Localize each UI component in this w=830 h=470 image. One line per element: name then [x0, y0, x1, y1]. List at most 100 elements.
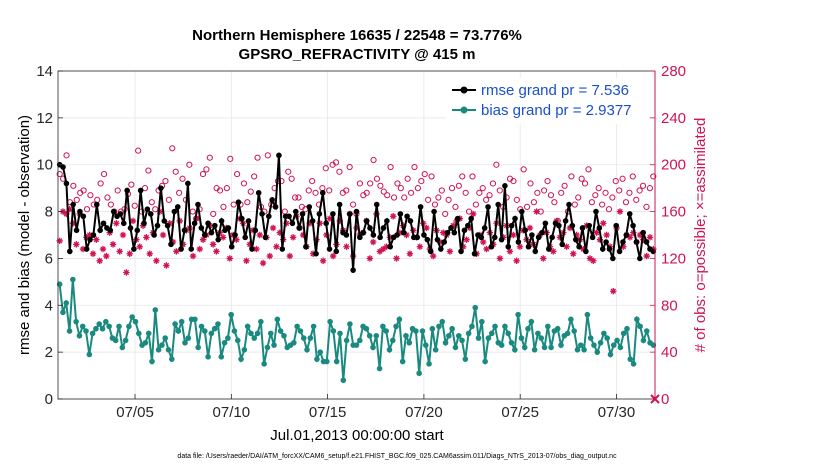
rmse-point — [566, 201, 572, 208]
y-tick-label-right: 0 — [661, 391, 669, 408]
obs-assimilated-point — [79, 245, 87, 253]
obs-possible-point — [520, 166, 527, 173]
obs-assimilated-point — [369, 238, 377, 246]
obs-possible-point — [459, 173, 466, 180]
rmse-point — [529, 232, 535, 238]
obs-assimilated-point — [63, 210, 70, 218]
bias-point — [192, 316, 198, 323]
rmse-point — [367, 225, 373, 231]
bias-point — [363, 325, 370, 332]
bias-point — [574, 347, 581, 353]
rmse-point — [77, 208, 83, 215]
bias-point — [439, 318, 446, 325]
bias-point — [182, 339, 188, 346]
rmse-point — [441, 239, 447, 245]
bias-point — [145, 330, 152, 337]
obs-assimilated-point — [166, 220, 173, 227]
bias-point — [594, 349, 601, 355]
rmse-point — [215, 236, 222, 243]
obs-possible-point — [309, 178, 316, 185]
obs-assimilated-point — [460, 243, 467, 250]
obs-assimilated-point — [510, 231, 517, 239]
rmse-point — [427, 248, 434, 255]
rmse-point — [117, 211, 124, 217]
obs-possible-point — [527, 180, 534, 187]
bias-point — [581, 347, 587, 353]
bias-point — [535, 330, 541, 337]
bias-point — [294, 323, 300, 330]
rmse-point — [360, 229, 367, 236]
rmse-point — [279, 246, 286, 252]
bias-point — [505, 330, 512, 337]
obs-possible-point — [80, 187, 87, 194]
obs-possible-point — [650, 173, 657, 180]
obs-possible-point — [616, 187, 623, 194]
obs-possible-point — [486, 192, 493, 199]
y-tick-label-left: 4 — [45, 297, 53, 314]
rmse-point — [438, 246, 444, 252]
bias-point — [136, 330, 142, 337]
bias-point — [399, 358, 406, 365]
rmse-point — [269, 197, 275, 203]
obs-possible-point — [220, 203, 227, 210]
rmse-point — [171, 208, 178, 215]
bias-point — [168, 356, 175, 362]
rmse-point — [545, 246, 552, 252]
legend-box — [446, 78, 649, 124]
rmse-point — [266, 213, 272, 220]
obs-assimilated-point — [179, 241, 187, 248]
rmse-point — [124, 187, 130, 194]
obs-assimilated-point — [403, 231, 410, 239]
bias-point — [607, 351, 614, 358]
obs-possible-point — [336, 168, 343, 175]
obs-assimilated-point — [163, 262, 170, 269]
bias-point — [512, 347, 518, 353]
bias-point — [162, 335, 168, 341]
bias-point — [225, 335, 231, 341]
bias-point — [215, 321, 221, 327]
rmse-point — [168, 241, 174, 248]
obs-possible-point — [367, 180, 374, 187]
rmse-point — [137, 187, 144, 194]
obs-possible-point — [571, 201, 578, 208]
rmse-point — [387, 243, 394, 250]
obs-possible-point — [377, 182, 384, 189]
rmse-point — [491, 234, 498, 241]
rmse-point — [245, 218, 252, 224]
bias-point — [584, 311, 591, 318]
bias-point — [604, 335, 610, 341]
bias-point — [521, 344, 528, 351]
bias-point — [195, 344, 201, 351]
bias-point — [155, 347, 162, 353]
bias-point — [406, 339, 413, 346]
obs-assimilated-point — [189, 252, 197, 260]
bias-point — [99, 325, 106, 332]
rmse-point — [313, 250, 319, 257]
obs-possible-point — [622, 199, 630, 206]
obs-possible-point — [387, 163, 394, 171]
obs-assimilated-point — [253, 245, 260, 253]
obs-assimilated-point — [393, 255, 400, 262]
obs-assimilated-point — [99, 245, 107, 253]
rmse-point — [181, 227, 188, 234]
obs-possible-point — [70, 182, 77, 189]
obs-assimilated-point — [309, 250, 317, 257]
rmse-point — [542, 220, 549, 227]
bias-point — [353, 342, 360, 348]
rmse-point — [272, 204, 279, 210]
obs-assimilated-point — [93, 236, 100, 243]
obs-possible-point — [585, 166, 592, 173]
obs-possible-point — [629, 173, 636, 180]
obs-assimilated-point — [173, 248, 180, 255]
bias-point — [416, 370, 422, 377]
rmse-point — [394, 232, 400, 238]
bias-point — [70, 276, 76, 283]
obs-assimilated-point — [446, 248, 454, 255]
rmse-point — [481, 225, 488, 231]
obs-possible-point — [544, 178, 551, 185]
rmse-point — [623, 232, 630, 238]
rmse-point — [421, 232, 427, 238]
obs-possible-point — [636, 187, 643, 194]
obs-assimilated-point — [69, 220, 77, 227]
bias-point — [502, 323, 508, 330]
